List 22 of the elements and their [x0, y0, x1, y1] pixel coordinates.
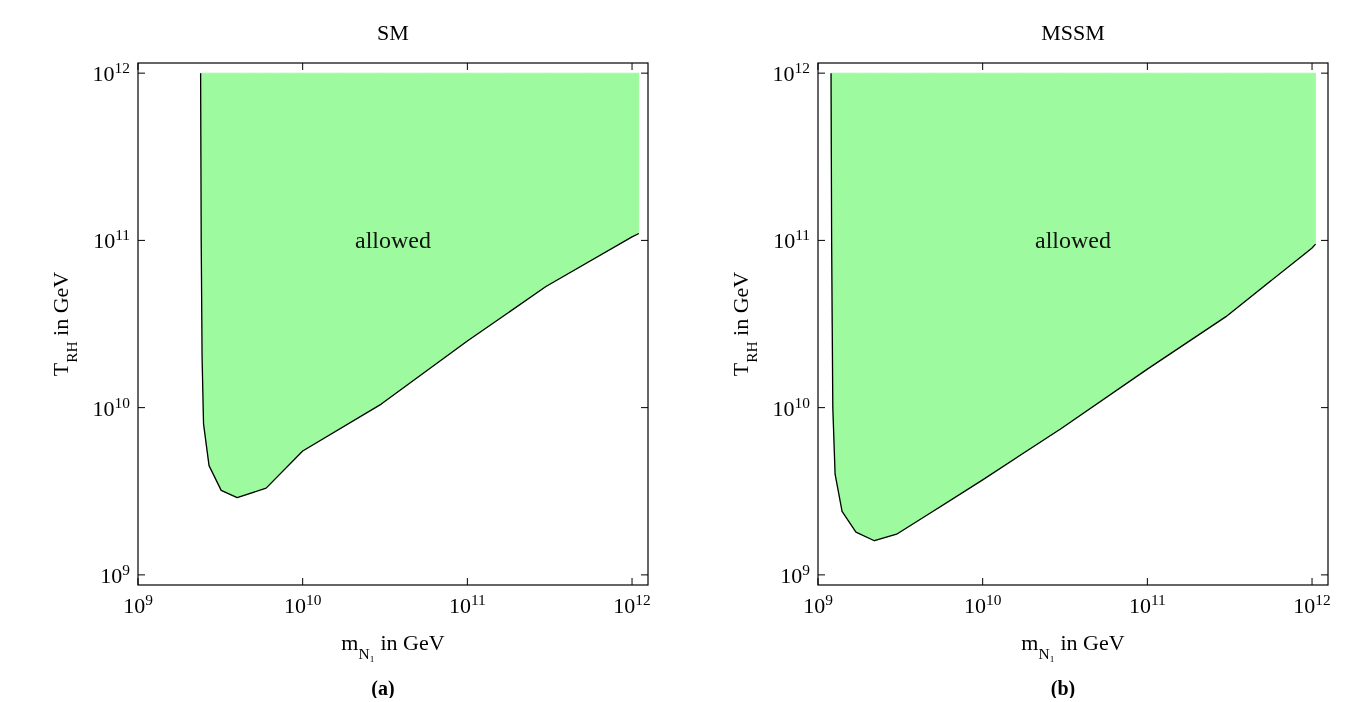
x-tick-label: 10$^{9}$: [803, 590, 834, 618]
y-tick-label: 10$^{12}$: [772, 58, 810, 87]
chart-title: MSSM: [1041, 20, 1105, 45]
y-tick-label: 10$^{11}$: [93, 225, 130, 254]
y-tick-label: 10$^{9}$: [780, 560, 811, 588]
x-tick-label: 10$^{12}$: [613, 590, 651, 618]
y-tick-label: 10$^{12}$: [92, 58, 130, 87]
x-tick-label: 10$^{10}$: [963, 590, 1002, 618]
x-tick-label: 10$^{11}$: [448, 590, 486, 618]
y-tick-label: 10$^{10}$: [772, 393, 811, 421]
chart-title: SM: [377, 20, 409, 45]
x-axis-title: m$_{N₁}$ in GeV: [341, 630, 445, 662]
x-axis-title: m$_{N₁}$ in GeV: [1021, 630, 1125, 662]
y-tick-label: 10$^{9}$: [100, 560, 131, 588]
x-tick-label: 10$^{11}$: [1128, 590, 1166, 618]
x-tick-label: 10$^{10}$: [283, 590, 322, 618]
y-tick-label: 10$^{11}$: [773, 225, 810, 254]
annotation: allowed: [1035, 227, 1111, 254]
annotation: allowed: [355, 227, 431, 254]
y-tick-label: 10$^{10}$: [92, 393, 131, 421]
x-tick-label: 10$^{12}$: [1293, 590, 1331, 618]
x-tick-label: 10$^{9}$: [123, 590, 154, 618]
